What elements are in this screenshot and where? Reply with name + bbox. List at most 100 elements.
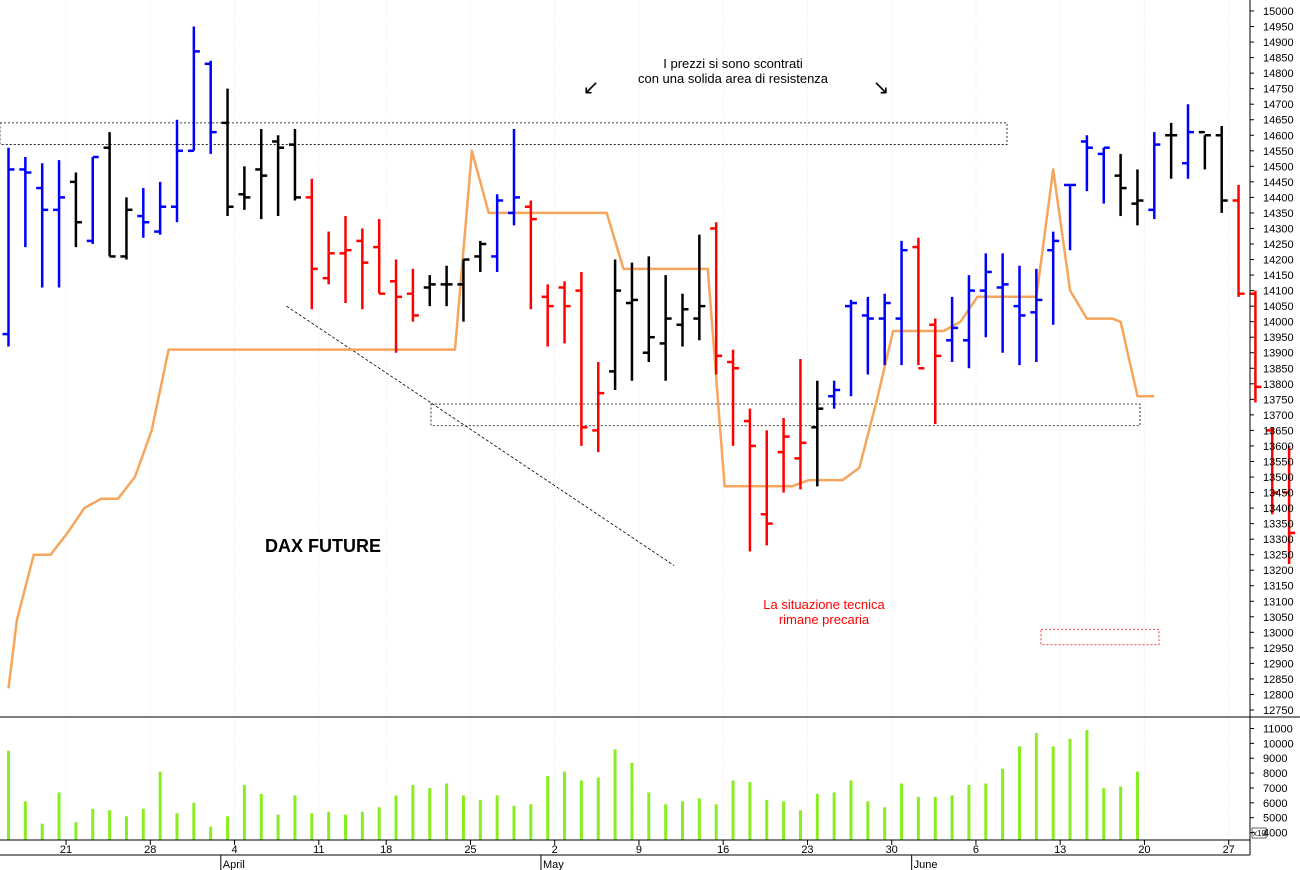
ohlc-bar bbox=[676, 293, 689, 347]
ohlc-bar bbox=[1097, 146, 1110, 204]
ohlc-bar bbox=[1266, 427, 1279, 515]
price-tick-label: 12750 bbox=[1263, 705, 1294, 717]
price-tick-label: 14250 bbox=[1263, 239, 1294, 251]
price-tick-label: 14700 bbox=[1263, 99, 1294, 111]
ohlc-bar bbox=[423, 275, 436, 307]
price-tick-label: 14300 bbox=[1263, 223, 1294, 235]
x-tick-label: 28 bbox=[144, 844, 156, 856]
price-tick-label: 14900 bbox=[1263, 37, 1294, 49]
ohlc-bar bbox=[305, 178, 318, 310]
ohlc-bar bbox=[811, 380, 824, 487]
volume-tick-label: 8000 bbox=[1263, 768, 1287, 780]
price-tick-label: 13100 bbox=[1263, 596, 1294, 608]
ohlc-bar bbox=[1232, 184, 1245, 297]
x-tick-label: 4 bbox=[231, 844, 237, 856]
price-tick-label: 13500 bbox=[1263, 472, 1294, 484]
price-tick-label: 14100 bbox=[1263, 286, 1294, 298]
volume-tick-label: 4000 bbox=[1263, 828, 1287, 840]
ohlc-bar bbox=[895, 240, 908, 366]
chart-title: DAX FUTURE bbox=[265, 536, 381, 556]
price-tick-label: 13150 bbox=[1263, 581, 1294, 593]
support-zone bbox=[1040, 628, 1160, 646]
ohlc-bar bbox=[36, 163, 49, 288]
ohlc-bar bbox=[575, 271, 588, 446]
ohlc-bar bbox=[777, 417, 790, 493]
ohlc-bar bbox=[390, 259, 403, 353]
ohlc-bar bbox=[558, 281, 571, 344]
ohlc-bar bbox=[642, 256, 655, 363]
ohlc-bar bbox=[592, 362, 605, 453]
ohlc-bar bbox=[1182, 104, 1194, 179]
price-tick-label: 13300 bbox=[1263, 534, 1294, 546]
x-tick-label: 27 bbox=[1223, 844, 1235, 856]
price-tick-label: 14500 bbox=[1263, 161, 1294, 173]
ohlc-bar bbox=[1080, 135, 1093, 192]
ohlc-bar bbox=[19, 157, 32, 248]
price-tick-label: 13750 bbox=[1263, 394, 1294, 406]
volume-multiplier-box bbox=[1251, 827, 1267, 839]
price-tick-label: 14400 bbox=[1263, 192, 1294, 204]
ohlc-bar bbox=[53, 160, 66, 288]
ohlc-bar bbox=[1047, 231, 1060, 325]
ohlc-bar bbox=[322, 231, 335, 285]
volume-tick-label: 9000 bbox=[1263, 753, 1287, 765]
ohlc-bar bbox=[339, 216, 352, 304]
volume-tick-label: 11000 bbox=[1263, 724, 1293, 736]
ohlc-bar bbox=[1114, 153, 1127, 217]
ohlc-bar bbox=[1013, 265, 1026, 366]
volume-multiplier-label: x10 bbox=[1253, 829, 1266, 838]
price-tick-label: 14550 bbox=[1263, 146, 1294, 158]
ohlc-bar bbox=[912, 237, 925, 370]
ohlc-bar bbox=[625, 262, 638, 381]
price-tick-label: 14750 bbox=[1263, 84, 1294, 96]
ohlc-bar bbox=[929, 318, 942, 425]
ohlc-bar bbox=[1131, 169, 1144, 226]
orange-line-series bbox=[7, 149, 1155, 689]
volume-tick-label: 7000 bbox=[1263, 783, 1287, 795]
price-tick-label: 13650 bbox=[1263, 425, 1294, 437]
ohlc-bar bbox=[255, 129, 268, 220]
annotation-resistance-line2: con una solida area di resistenza bbox=[638, 71, 829, 86]
month-label: May bbox=[543, 859, 564, 870]
x-tick-label: 6 bbox=[973, 844, 979, 856]
month-label: April bbox=[223, 859, 245, 870]
price-tick-label: 14200 bbox=[1263, 255, 1294, 267]
chart-zones bbox=[0, 122, 1160, 646]
ohlc-bar bbox=[440, 265, 453, 307]
annotation-situation-line2: rimane precaria bbox=[779, 612, 870, 627]
price-tick-label: 15000 bbox=[1263, 6, 1294, 18]
ohlc-bar bbox=[204, 60, 217, 154]
price-bars bbox=[2, 26, 1300, 564]
price-tick-label: 13850 bbox=[1263, 363, 1294, 375]
annotation-situation-line1: La situazione tecnica bbox=[763, 597, 885, 612]
ohlc-bar bbox=[727, 349, 740, 446]
ohlc-bar bbox=[710, 222, 723, 375]
ohlc-bar bbox=[2, 147, 15, 347]
ohlc-bar bbox=[221, 88, 234, 217]
price-tick-label: 12800 bbox=[1263, 689, 1294, 701]
chart-gridlines bbox=[65, 0, 1230, 840]
ohlc-bar bbox=[845, 299, 857, 397]
ohlc-bar bbox=[406, 268, 419, 322]
price-tick-label: 14350 bbox=[1263, 208, 1294, 220]
ohlc-bar bbox=[120, 197, 133, 260]
x-tick-label: 20 bbox=[1138, 844, 1150, 856]
ohlc-bar bbox=[373, 219, 386, 295]
x-tick-label: 21 bbox=[60, 844, 72, 856]
volume-bars bbox=[7, 729, 1139, 840]
ohlc-bar bbox=[1215, 125, 1228, 213]
ohlc-bar bbox=[238, 166, 251, 210]
orange-line bbox=[7, 149, 1155, 689]
ohlc-bar bbox=[508, 129, 520, 226]
x-tick-label: 13 bbox=[1054, 844, 1066, 856]
arrow-right-icon: ↘ bbox=[873, 77, 890, 99]
price-tick-label: 14450 bbox=[1263, 177, 1294, 189]
annotation-resistance-line1: I prezzi si sono scontrati bbox=[663, 56, 803, 71]
ohlc-bar bbox=[794, 358, 807, 490]
ohlc-bar bbox=[154, 181, 167, 235]
price-tick-label: 13950 bbox=[1263, 332, 1294, 344]
price-tick-label: 14800 bbox=[1263, 68, 1294, 80]
price-tick-label: 14650 bbox=[1263, 115, 1294, 127]
ohlc-bar bbox=[1165, 122, 1178, 179]
